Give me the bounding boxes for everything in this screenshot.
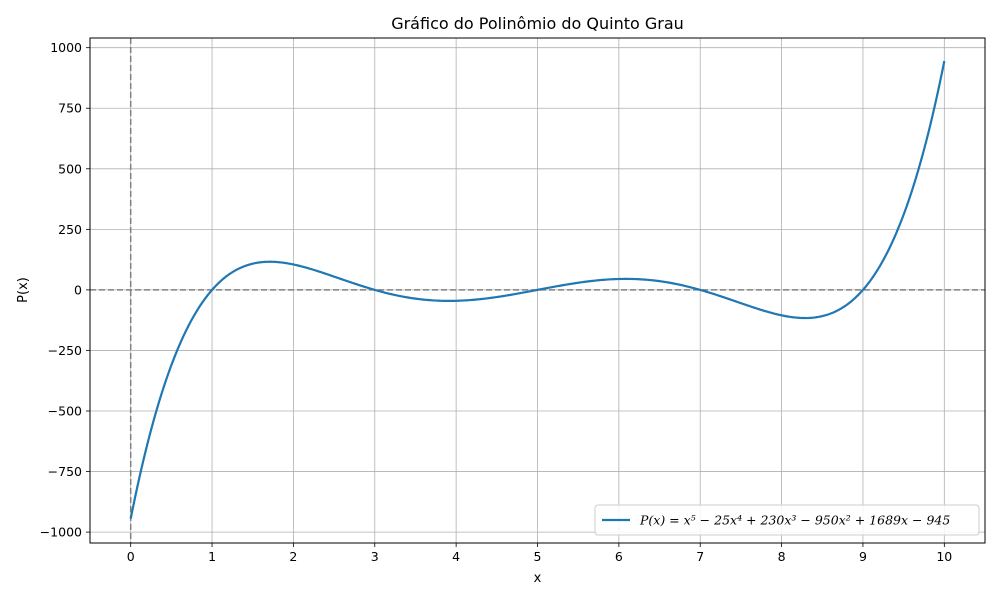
y-axis-ticks: −1000 −750 −500 −250 0 250 500 750 1000	[40, 40, 90, 540]
legend: P(x) = x⁵ − 25x⁴ + 230x³ − 950x² + 1689x…	[594, 504, 980, 536]
legend-label: P(x) = x⁵ − 25x⁴ + 230x³ − 950x² + 1689x…	[639, 513, 950, 528]
x-tick-label: 8	[778, 549, 786, 564]
y-tick-label: 0	[74, 282, 82, 297]
x-tick-label: 10	[936, 549, 952, 564]
series-line-0	[129, 60, 946, 519]
y-tick-label: 1000	[50, 40, 82, 55]
x-tick-label: 7	[696, 549, 704, 564]
x-tick-label: 5	[534, 549, 542, 564]
legend-box	[594, 504, 980, 536]
y-tick-label: −250	[48, 343, 82, 358]
x-tick-label: 1	[208, 549, 216, 564]
chart-title: Gráfico do Polinômio do Quinto Grau	[391, 14, 684, 33]
x-tick-label: 2	[289, 549, 297, 564]
y-tick-label: −750	[48, 464, 82, 479]
series-layer	[129, 60, 946, 519]
x-tick-label: 4	[452, 549, 460, 564]
x-axis-label: x	[534, 571, 542, 586]
y-tick-label: 250	[58, 222, 82, 237]
y-tick-label: 500	[58, 161, 82, 176]
y-tick-label: −1000	[40, 525, 82, 540]
reference-lines	[90, 38, 985, 543]
x-tick-label: 0	[127, 549, 135, 564]
x-axis-ticks: 0 1 2 3 4 5 6 7 8 9 10	[127, 543, 952, 564]
y-tick-label: 750	[58, 101, 82, 116]
y-tick-label: −500	[48, 403, 82, 418]
x-tick-label: 9	[859, 549, 867, 564]
x-tick-label: 6	[615, 549, 623, 564]
x-tick-label: 3	[371, 549, 379, 564]
y-axis-label: P(x)	[16, 277, 31, 303]
